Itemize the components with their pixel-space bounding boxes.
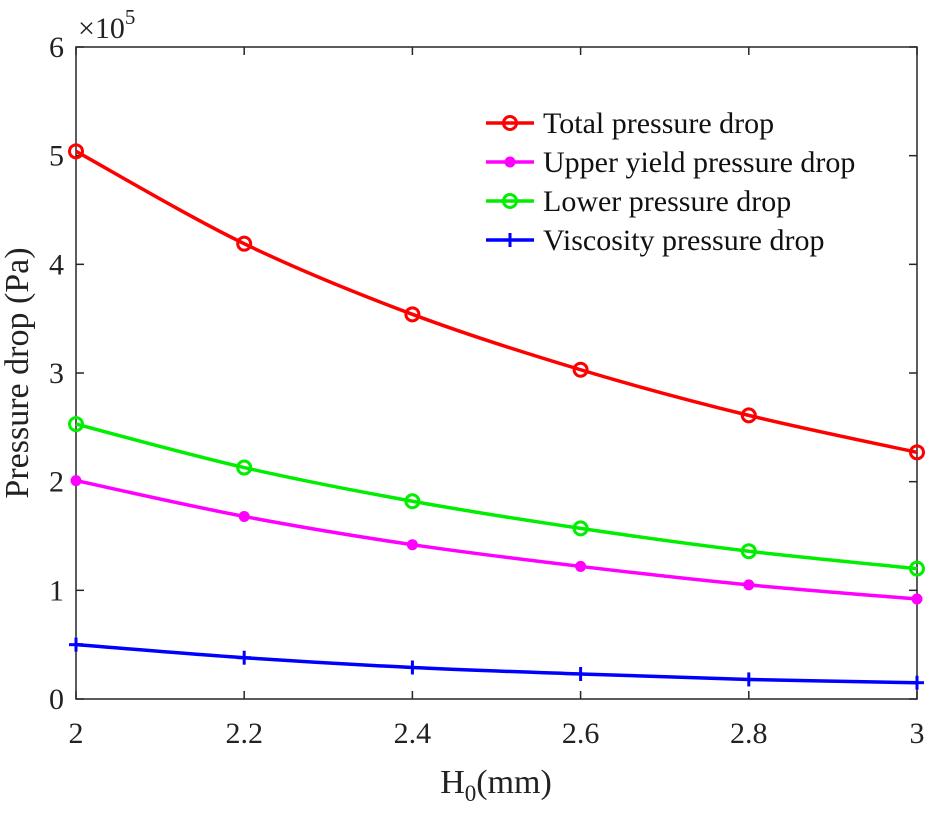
data-point-marker [68,143,84,160]
y-tick-label: 3 [49,357,64,390]
data-point-marker [68,416,84,433]
data-point-marker [404,493,421,510]
series-line [75,642,918,685]
tick-marks [75,46,918,700]
data-point-marker [910,675,924,690]
legend-label: Viscosity pressure drop [543,224,824,257]
data-point-marker [743,579,755,591]
y-tick-label: 5 [49,140,64,173]
series-3 [68,416,925,577]
series-4 [69,637,924,690]
x-tick-label: 2.4 [394,717,432,750]
y-multiplier-base: ×10 [78,12,125,45]
legend-item: Total pressure drop [486,107,774,140]
legend-label: Lower pressure drop [543,185,791,218]
data-point-marker [741,672,756,687]
legend-marker [503,233,517,247]
data-point-marker [575,560,587,572]
plot-area-frame [75,46,918,700]
x-tick-labels: 2 2.2 2.4 2.6 2.8 3 [69,717,925,750]
data-point-marker [405,660,420,675]
y-axis-title: Pressure drop (Pa) [0,247,36,498]
data-point-marker [236,235,253,252]
legend-marker [502,115,518,131]
data-point-marker [406,539,418,551]
data-point-marker [572,361,589,378]
y-tick-label: 2 [49,466,64,499]
x-axis-title-main: H [440,764,465,801]
series-1 [68,143,925,461]
data-point-marker [572,520,589,537]
series-line [75,149,918,455]
data-point-marker [740,407,757,424]
legend-item: Viscosity pressure drop [486,224,824,257]
data-point-marker [237,650,252,665]
legend: Total pressure drop Upper yield pressure … [486,107,855,257]
data-point-marker [911,593,923,605]
x-axis-title-subscript: 0 [465,781,477,806]
x-axis-title: H0(mm) [440,764,552,806]
x-tick-label: 3 [910,717,925,750]
x-tick-label: 2.8 [730,717,768,750]
legend-marker [504,156,516,168]
data-point-marker [909,560,925,577]
data-point-marker [573,667,588,682]
data-point-marker [740,543,757,560]
series-line [75,478,918,601]
series-layer [68,143,925,690]
legend-marker [502,193,518,209]
x-tick-label: 2.6 [562,717,600,750]
data-point-marker [70,475,82,487]
data-point-marker [909,444,925,461]
legend-label: Total pressure drop [543,107,774,140]
y-tick-label: 6 [49,31,64,64]
legend-label: Upper yield pressure drop [543,146,855,179]
legend-item: Upper yield pressure drop [486,146,855,179]
x-axis-title-unit: (mm) [476,764,552,801]
y-tick-label: 4 [49,248,64,281]
y-tick-label: 0 [49,683,64,716]
y-multiplier-exponent: 5 [125,5,136,29]
series-line [75,422,918,571]
legend-item: Lower pressure drop [486,185,791,218]
y-tick-labels: 0 1 2 3 4 5 6 [49,31,64,716]
series-2 [70,475,923,605]
data-point-marker [404,306,421,323]
x-tick-label: 2.2 [225,717,263,750]
data-point-marker [238,510,250,522]
y-tick-label: 1 [49,574,64,607]
data-point-marker [69,637,83,652]
y-axis-multiplier: ×105 [78,5,135,45]
data-point-marker [236,459,253,476]
x-tick-label: 2 [69,717,84,750]
